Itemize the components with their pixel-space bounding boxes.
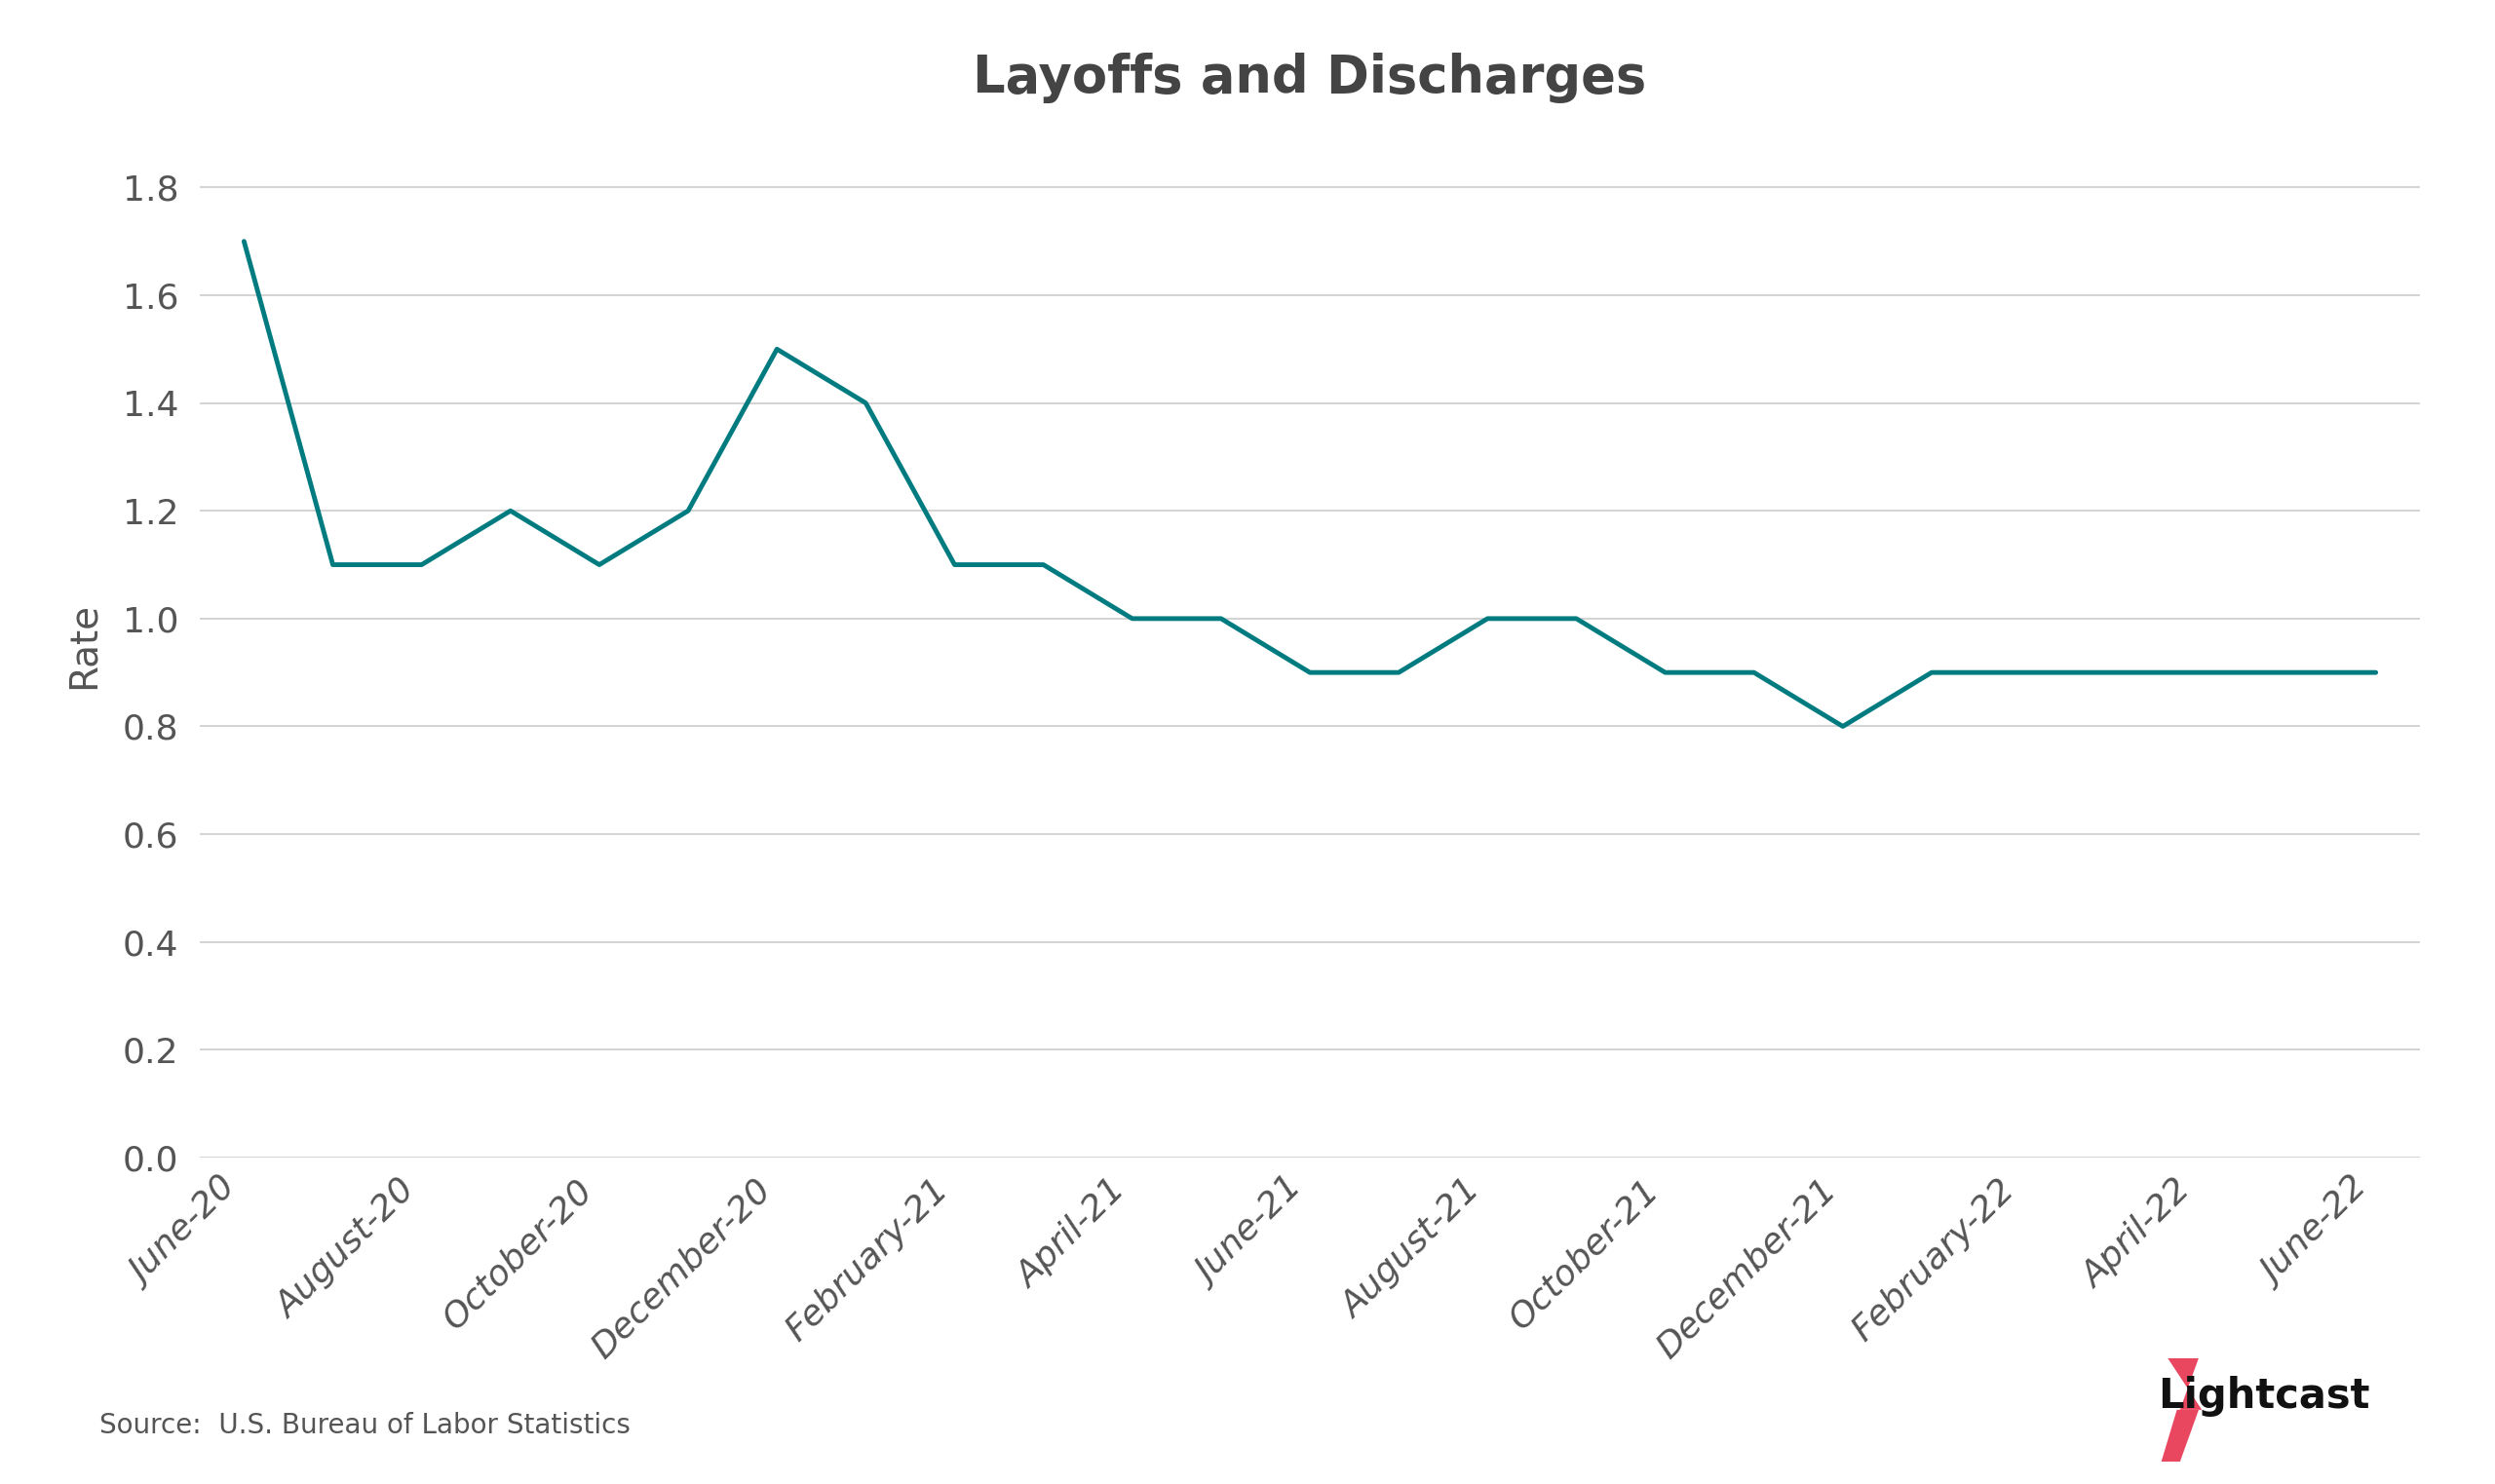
Polygon shape — [2168, 1358, 2203, 1410]
Text: Lightcast: Lightcast — [2158, 1376, 2370, 1417]
Text: Source:  U.S. Bureau of Labor Statistics: Source: U.S. Bureau of Labor Statistics — [100, 1413, 631, 1439]
Polygon shape — [2161, 1410, 2198, 1462]
Y-axis label: Rate: Rate — [65, 603, 102, 689]
Title: Layoffs and Discharges: Layoffs and Discharges — [973, 53, 1647, 104]
